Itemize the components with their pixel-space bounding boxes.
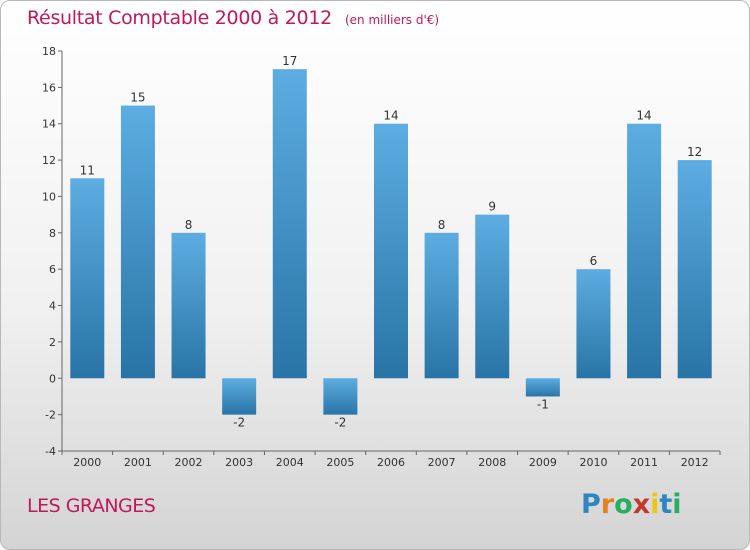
x-tick-label: 2001: [124, 456, 152, 469]
bars: [70, 69, 712, 415]
proxiti-logo: Proxiti: [581, 489, 682, 520]
x-tick-label: 2008: [478, 456, 506, 469]
y-tick-label: 10: [42, 190, 56, 203]
logo-letter: x: [632, 489, 651, 520]
logo-letter: P: [581, 489, 601, 520]
y-tick-label: -2: [45, 409, 56, 422]
data-label: -2: [334, 416, 346, 430]
bar: [424, 232, 459, 379]
logo-letter: i: [650, 489, 660, 520]
bar: [171, 232, 206, 379]
town-name: LES GRANGES: [27, 495, 156, 517]
data-label: 14: [383, 109, 398, 123]
x-tick-label: 2012: [681, 456, 709, 469]
y-tick-label: 2: [49, 336, 56, 349]
chart-unit-note: (en milliers d'€): [344, 13, 440, 27]
x-tick-label: 2005: [326, 456, 354, 469]
y-tick-label: 12: [42, 154, 56, 167]
chart-title: Résultat Comptable 2000 à 2012: [27, 7, 332, 29]
data-label: -1: [537, 397, 549, 411]
y-tick-label: 4: [49, 300, 56, 313]
bar: [222, 378, 257, 415]
bar: [525, 378, 560, 397]
data-label: 14: [636, 109, 651, 123]
bar: [576, 269, 611, 379]
y-tick-label: 18: [42, 45, 56, 58]
bar: [677, 160, 712, 379]
x-tick-label: 2003: [225, 456, 253, 469]
logo-letter: r: [600, 489, 615, 520]
data-label: -2: [233, 416, 245, 430]
bar: [272, 69, 307, 379]
y-tick-label: 6: [49, 263, 56, 276]
logo-letter: i: [672, 489, 682, 520]
data-label: 6: [590, 254, 598, 268]
bar: [70, 178, 105, 379]
x-tick-label: 2007: [428, 456, 456, 469]
x-tick-label: 2011: [630, 456, 658, 469]
x-tick-label: 2009: [529, 456, 557, 469]
y-tick-label: 8: [49, 227, 56, 240]
logo-letter: t: [659, 489, 673, 520]
y-tick-label: -4: [45, 445, 56, 458]
bar: [120, 105, 155, 379]
data-label: 15: [130, 91, 145, 105]
bar: [627, 123, 662, 379]
bar: [475, 214, 510, 379]
data-labels: 11 15 8 -2 17 -2 14 8 9 -1 6 14 12: [80, 54, 703, 429]
bar-chart: -4 -2 0 2 4 6 8 10 12 14 16 18 2000 2001 2002 2003 2004 2…: [42, 45, 721, 469]
data-label: 8: [438, 218, 446, 232]
bar: [374, 123, 408, 379]
data-label: 8: [185, 218, 193, 232]
x-tick-label: 2010: [579, 456, 607, 469]
data-label: 9: [488, 200, 496, 214]
data-label: 17: [282, 54, 297, 68]
logo-letter: o: [614, 489, 633, 520]
x-tick-label: 2004: [276, 456, 304, 469]
x-tick-label: 2006: [377, 456, 405, 469]
data-label: 11: [80, 163, 95, 177]
bar: [323, 378, 358, 415]
x-tick-label: 2000: [73, 456, 101, 469]
chart-title-block: Résultat Comptable 2000 à 2012 (en milli…: [27, 7, 439, 29]
y-tick-label: 14: [42, 118, 56, 131]
y-tick-label: 0: [49, 372, 56, 385]
data-label: 12: [687, 145, 702, 159]
axes: -4 -2 0 2 4 6 8 10 12 14 16 18 2000 2001 2002 2003 2004 2…: [42, 45, 721, 469]
x-tick-label: 2002: [175, 456, 203, 469]
y-tick-label: 16: [42, 81, 56, 94]
